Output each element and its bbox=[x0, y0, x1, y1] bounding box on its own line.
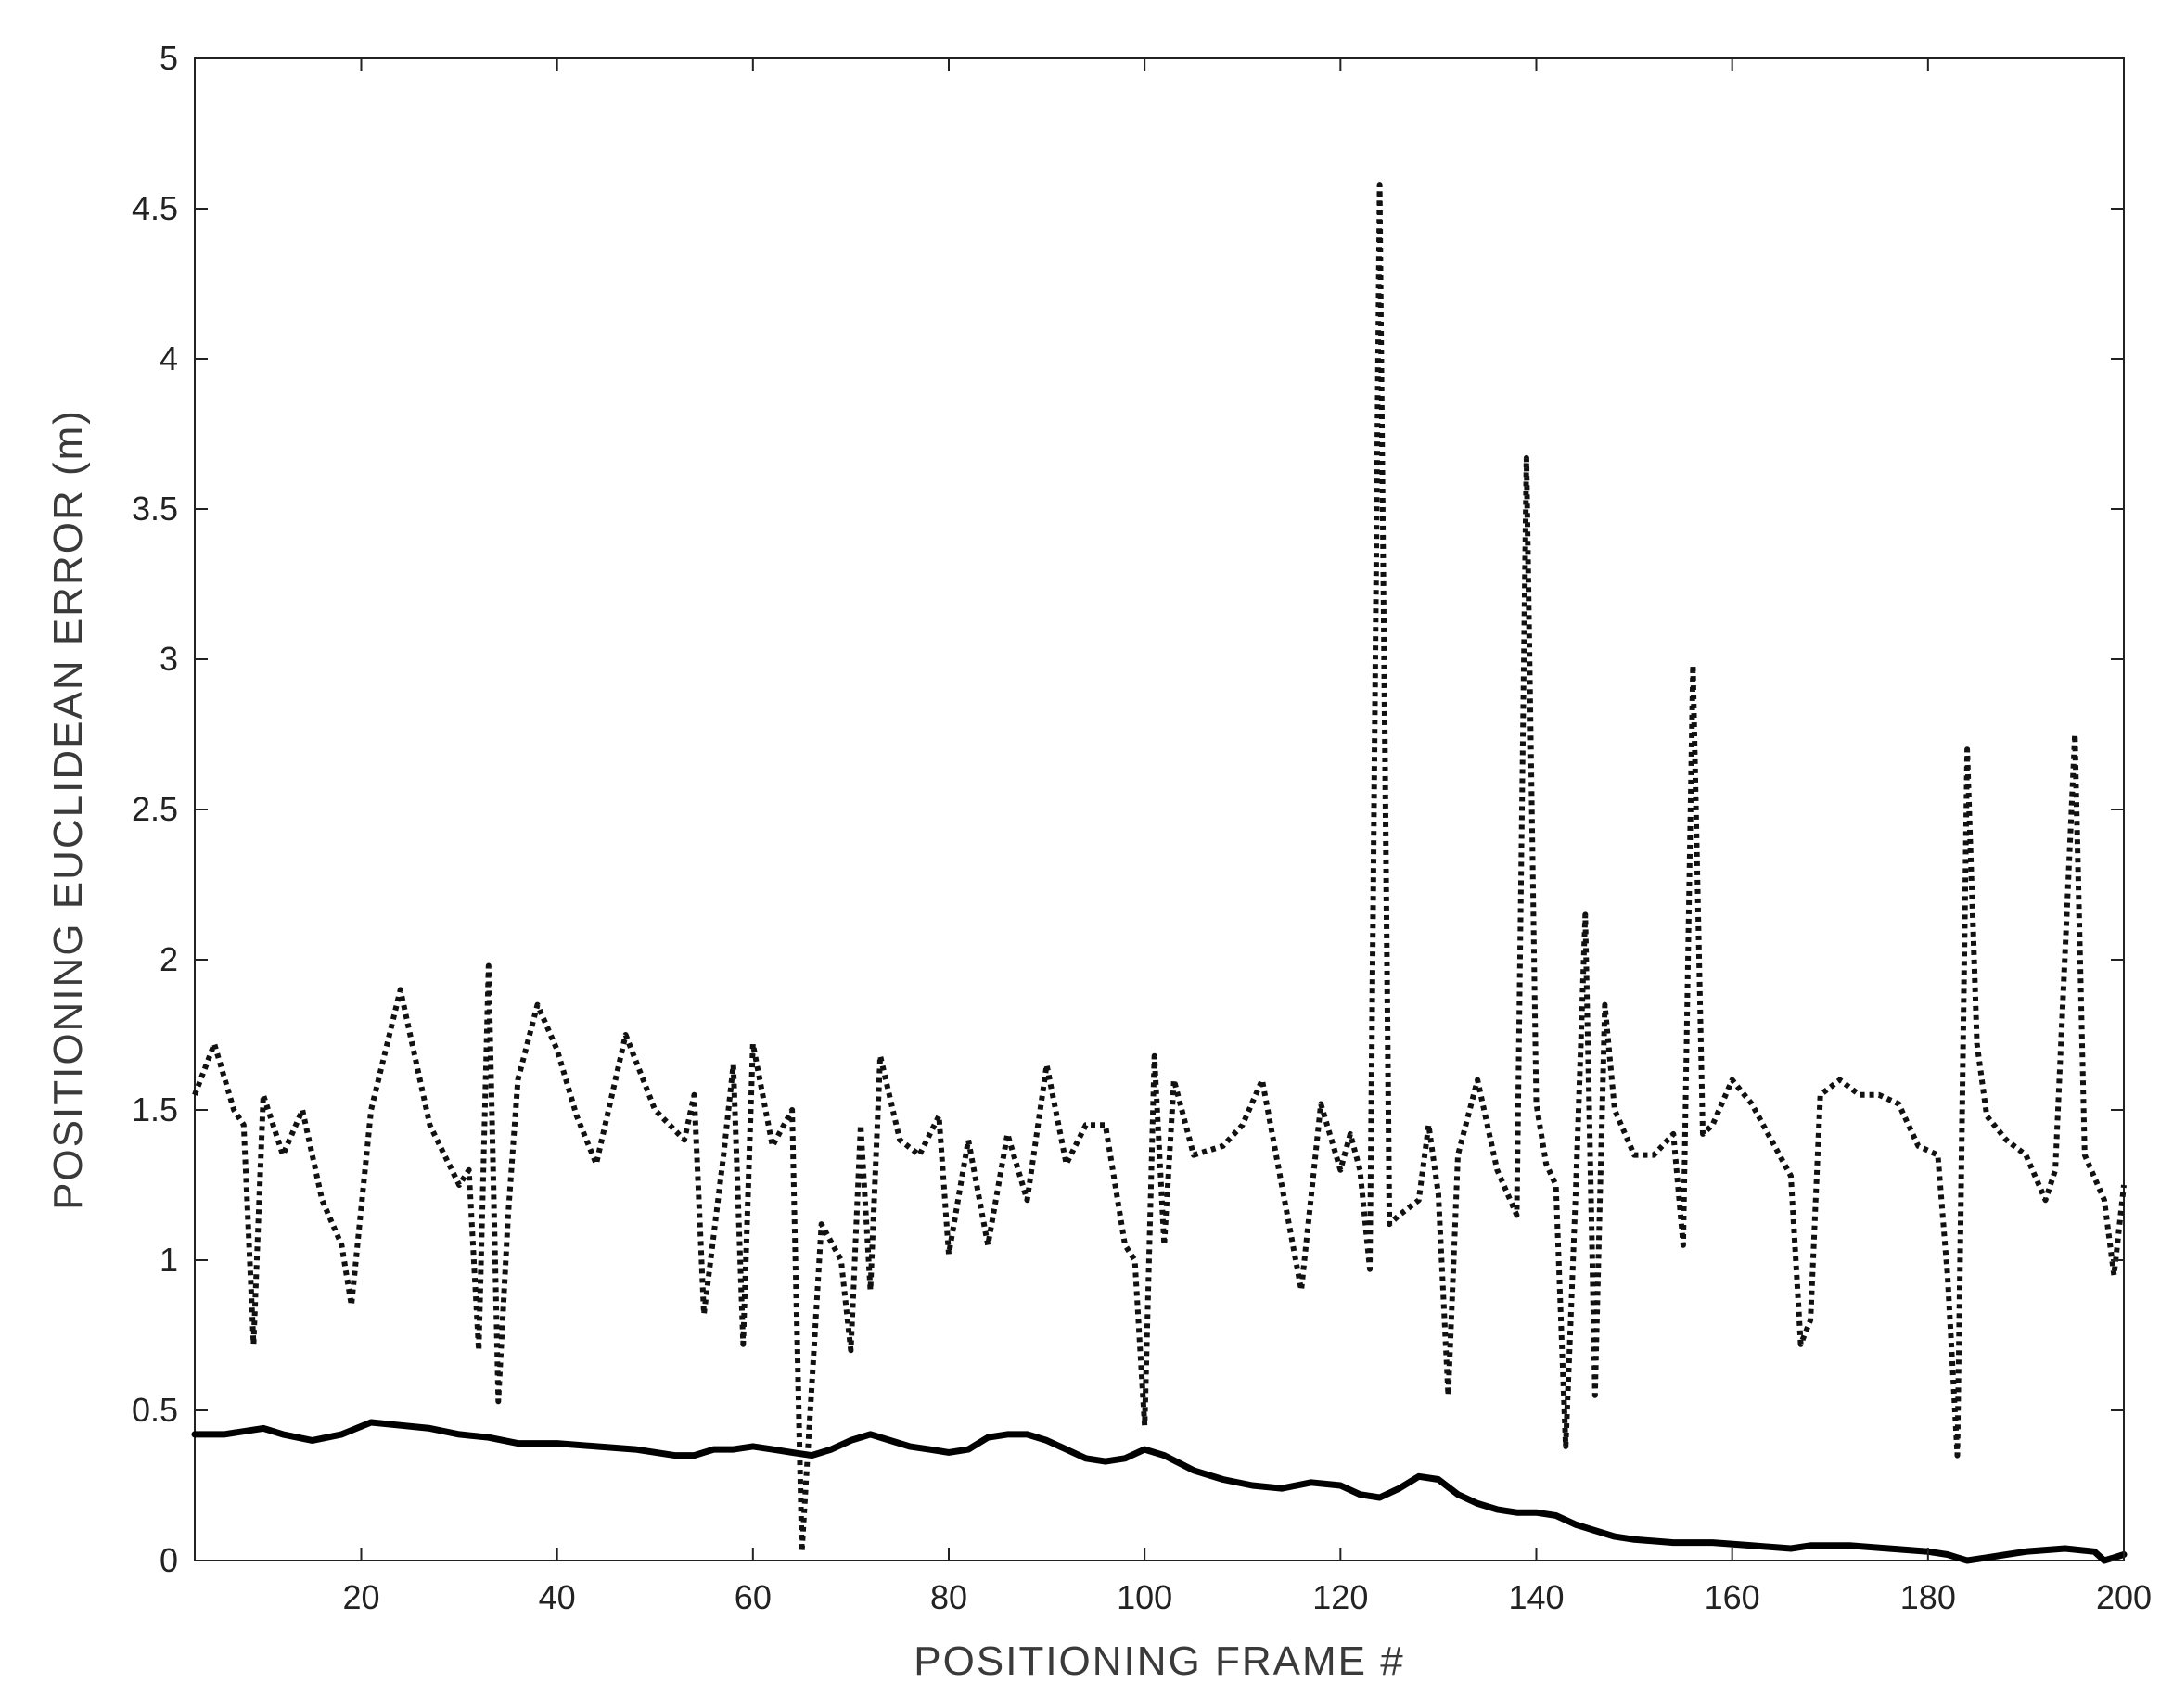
y-tick-label: 0 bbox=[160, 1541, 178, 1579]
x-tick-label: 100 bbox=[1117, 1578, 1172, 1616]
x-tick-label: 40 bbox=[539, 1578, 576, 1616]
series-line-dotted bbox=[192, 182, 2127, 1555]
y-tick-label: 1 bbox=[160, 1241, 178, 1279]
y-tick-label: 0.5 bbox=[132, 1391, 178, 1429]
y-tick-label: 2.5 bbox=[132, 790, 178, 828]
x-tick-label: 120 bbox=[1312, 1578, 1368, 1616]
series-line-solid bbox=[191, 1419, 2128, 1564]
y-tick-label: 5 bbox=[160, 39, 178, 77]
y-axis-label: POSITIONING EUCLIDEAN ERROR (m) bbox=[45, 409, 91, 1210]
x-tick-label: 180 bbox=[1900, 1578, 1956, 1616]
series-layer bbox=[191, 182, 2128, 1564]
y-tick-label: 4.5 bbox=[132, 189, 178, 227]
x-tick-label: 80 bbox=[930, 1578, 967, 1616]
x-tick-label: 200 bbox=[2096, 1578, 2152, 1616]
y-tick-label: 1.5 bbox=[132, 1090, 178, 1128]
x-tick-label: 160 bbox=[1705, 1578, 1760, 1616]
y-tick-label: 4 bbox=[160, 339, 178, 377]
y-axis-ticks: 0 0.5 1 1.5 2 2.5 3 3.5 4 4.5 5 bbox=[132, 39, 2124, 1579]
x-tick-label: 140 bbox=[1508, 1578, 1564, 1616]
y-tick-label: 3.5 bbox=[132, 490, 178, 528]
x-axis-ticks: 20 40 60 80 100 120 140 160 180 200 bbox=[342, 58, 2152, 1616]
y-tick-label: 2 bbox=[160, 940, 178, 978]
x-tick-label: 20 bbox=[342, 1578, 379, 1616]
x-axis-label: POSITIONING FRAME # bbox=[914, 1638, 1404, 1684]
y-tick-label: 3 bbox=[160, 640, 178, 678]
x-tick-label: 60 bbox=[735, 1578, 772, 1616]
